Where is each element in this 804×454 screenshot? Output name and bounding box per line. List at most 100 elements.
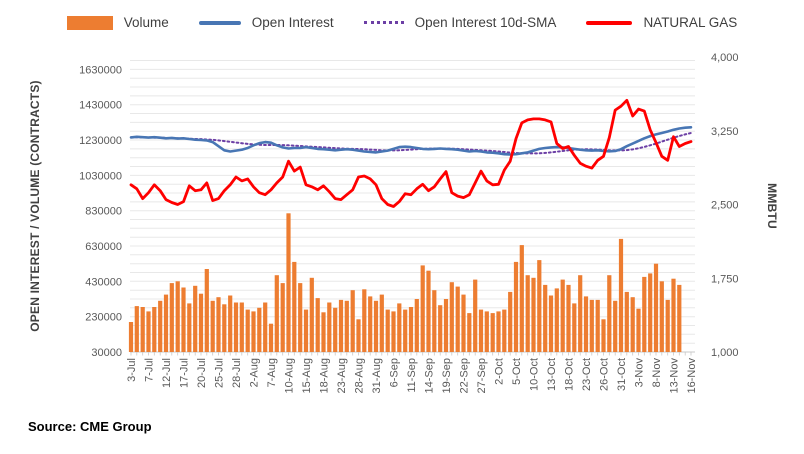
volume-bar xyxy=(251,311,256,352)
right-axis-tick-labels: 4,000 3,250 2,500 1,750 1,000 xyxy=(711,52,739,359)
volume-bar xyxy=(344,300,349,352)
sma-dotted-line-icon xyxy=(363,21,404,24)
natural-gas-line xyxy=(129,98,693,208)
volume-bar xyxy=(222,304,227,352)
volume-bar xyxy=(630,297,635,352)
legend-label-natural-gas: NATURAL GAS xyxy=(643,15,738,30)
x-tick-label: 2-Oct xyxy=(494,358,506,385)
volume-bar xyxy=(298,283,303,352)
x-tick-label: 31-Oct xyxy=(616,358,628,391)
volume-bar xyxy=(537,260,542,352)
volume-bar xyxy=(175,281,180,352)
volume-bar xyxy=(502,309,507,352)
right-tick-label: 4,000 xyxy=(711,52,739,64)
x-tick-label: 28-Jul xyxy=(231,358,243,388)
volume-bar xyxy=(426,270,431,352)
x-tick-label: 11-Sep xyxy=(406,358,418,393)
volume-bar xyxy=(554,288,559,352)
volume-bar xyxy=(589,299,594,352)
x-tick-label: 6-Sep xyxy=(389,358,401,387)
volume-bar xyxy=(198,293,204,352)
left-tick-label: 1630000 xyxy=(79,64,122,76)
left-tick-label: 230000 xyxy=(85,312,122,324)
volume-bar xyxy=(642,276,647,352)
left-tick-label: 430000 xyxy=(85,276,122,288)
volume-bar xyxy=(140,307,145,352)
x-tick-label: 3-Nov xyxy=(634,358,646,388)
right-tick-label: 2,500 xyxy=(711,200,739,212)
volume-bar xyxy=(595,299,600,352)
volume-bar xyxy=(449,282,454,352)
volume-bar xyxy=(146,311,151,352)
x-tick-label: 13-Nov xyxy=(669,358,681,394)
volume-bar xyxy=(158,300,163,352)
volume-bar xyxy=(408,307,414,352)
volume-bar xyxy=(543,284,548,352)
x-tick-label: 31-Aug xyxy=(371,358,383,393)
volume-bar xyxy=(648,273,653,352)
left-tick-label: 30000 xyxy=(91,347,122,359)
volume-bar xyxy=(268,323,274,352)
volume-bar xyxy=(478,309,484,352)
volume-bar xyxy=(566,284,571,352)
volume-bar xyxy=(321,312,326,352)
left-tick-label: 630000 xyxy=(85,241,122,253)
volume-bar xyxy=(508,291,513,352)
volume-bar xyxy=(496,311,501,352)
source-note: Source: CME Group xyxy=(28,419,152,434)
volume-bar xyxy=(403,309,408,352)
volume-bar xyxy=(659,281,664,352)
x-tick-label: 13-Oct xyxy=(546,358,558,391)
volume-bars xyxy=(128,213,682,352)
volume-bar xyxy=(356,319,361,352)
x-tick-label: 15-Aug xyxy=(301,358,313,393)
legend-item-volume: Volume xyxy=(66,15,169,30)
volume-bar xyxy=(286,213,291,352)
volume-bar xyxy=(455,286,460,352)
volume-bar xyxy=(432,290,437,352)
volume-bar xyxy=(677,284,682,352)
volume-bar xyxy=(572,303,577,352)
volume-bar xyxy=(583,296,589,352)
volume-bar xyxy=(443,299,449,352)
volume-bar xyxy=(560,279,565,352)
chart-legend: Volume Open Interest Open Interest 10d-S… xyxy=(0,15,804,30)
x-tick-label: 18-Aug xyxy=(319,358,331,393)
volume-bar xyxy=(315,298,320,352)
x-tick-label: 7-Jul xyxy=(144,358,156,382)
volume-bar xyxy=(385,309,390,352)
x-tick-label: 8-Nov xyxy=(651,358,663,388)
x-tick-label: 5-Oct xyxy=(511,358,523,385)
volume-bar xyxy=(525,275,530,352)
volume-bar xyxy=(309,277,314,352)
x-tick-label: 26-Oct xyxy=(599,358,611,391)
x-tick-label: 10-Aug xyxy=(284,358,296,393)
x-tick-label: 17-Jul xyxy=(179,358,191,388)
x-tick-label: 27-Sep xyxy=(476,358,488,393)
left-tick-label: 1230000 xyxy=(79,135,122,147)
volume-bar xyxy=(438,305,443,352)
volume-bar xyxy=(292,261,297,352)
natural-gas-line-icon xyxy=(586,20,633,25)
volume-swatch-icon xyxy=(66,15,113,30)
legend-item-open-interest: Open Interest xyxy=(198,15,334,30)
volume-bar xyxy=(210,300,215,352)
legend-item-natural-gas: NATURAL GAS xyxy=(586,15,737,30)
volume-bar xyxy=(204,269,209,352)
open-interest-sma-line xyxy=(130,132,692,155)
volume-bar xyxy=(379,294,384,352)
volume-bar xyxy=(613,300,618,352)
volume-bar xyxy=(653,263,659,352)
left-axis-tick-labels: 1630000 1430000 1230000 1030000 830000 630000… xyxy=(79,64,122,359)
volume-bar xyxy=(397,303,402,352)
volume-bar xyxy=(467,313,472,352)
volume-bar xyxy=(303,309,309,352)
volume-bar xyxy=(280,283,285,352)
volume-bar xyxy=(134,306,139,352)
volume-bar xyxy=(671,278,676,352)
volume-bar xyxy=(228,295,233,352)
volume-bar xyxy=(169,283,174,352)
volume-bar xyxy=(274,275,279,352)
